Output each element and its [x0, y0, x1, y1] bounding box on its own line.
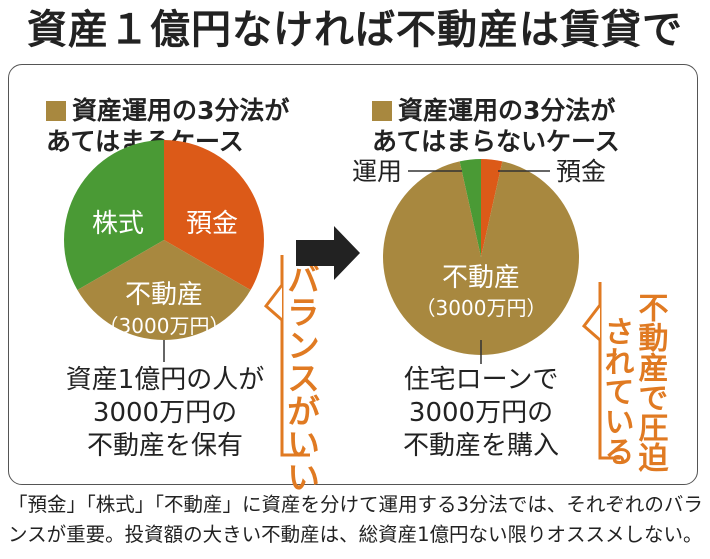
right-pie-label-realestate-sub: （3000万円） — [416, 296, 547, 320]
left-caption-line-2: 3000万円の — [92, 398, 238, 428]
right-caption-line-2: 3000万円の — [408, 398, 554, 428]
right-pie-label-deposit: 預金 — [556, 157, 606, 186]
right-pie-label-realestate: 不動産 — [442, 263, 520, 293]
right-legend-line-1: 資産運用の3分法が — [398, 96, 616, 125]
legend-swatch-icon — [46, 101, 66, 121]
left-pie: 株式 預金 不動産 （3000万円） — [64, 140, 264, 362]
right-pie-slice-investment — [459, 159, 481, 257]
left-pie-slice-deposit — [164, 140, 264, 290]
left-legend-line-1: 資産運用の3分法が — [72, 96, 290, 125]
right-pie: 不動産 （3000万円） 運用 預金 — [352, 157, 606, 364]
left-caption: 資産1億円の人が 3000万円の 不動産を保有 — [60, 364, 270, 463]
left-pie-label-realestate-sub: （3000万円） — [99, 314, 230, 338]
right-callout-pointer — [581, 304, 602, 342]
left-callout-pointer — [263, 284, 284, 322]
footnote-line-1: 「預金」「株式」「不動産」に資産を分けて運用する3分法では、それぞれのバラ — [8, 493, 703, 516]
page-title: 資産１億円なければ不動産は賃貸で — [27, 7, 683, 53]
right-callout-text-line-1: 不動産で圧迫 — [633, 292, 669, 473]
right-callout-bracket — [598, 282, 620, 460]
right-pie-label-investment: 運用 — [352, 157, 402, 186]
right-legend: 資産運用の3分法が あてはまらないケース — [372, 95, 620, 157]
right-caption-line-1: 住宅ローンで — [403, 365, 559, 395]
left-pie-label-realestate: 不動産 — [125, 280, 203, 310]
right-callout-text-line-2: されている — [599, 316, 634, 466]
footnote-line-2: ンスが重要。投資額の大きい不動産は、総資産1億円ない限りオススメしない。 — [8, 523, 703, 546]
left-caption-line-1: 資産1億円の人が — [65, 365, 265, 395]
left-pie-slice-realestate — [77, 240, 251, 340]
right-legend-line-2: あてはまらないケース — [372, 127, 620, 156]
left-pie-label-deposit: 預金 — [186, 209, 238, 239]
footnote: 「預金」「株式」「不動産」に資産を分けて運用する3分法では、それぞれのバラ ンス… — [8, 490, 708, 550]
diagram-panel — [8, 64, 698, 485]
left-pie-label-stock: 株式 — [92, 209, 144, 239]
right-pie-slice-realestate — [383, 161, 579, 355]
left-callout-text: バランスがいい — [282, 262, 321, 493]
left-legend: 資産運用の3分法が あてはまるケース — [46, 95, 289, 157]
legend-swatch-icon — [372, 101, 392, 121]
left-pie-slice-stock — [64, 140, 164, 290]
left-callout-bracket — [280, 255, 310, 457]
transition-arrow-icon — [296, 226, 360, 280]
right-pie-slice-deposit — [481, 159, 503, 257]
right-caption: 住宅ローンで 3000万円の 不動産を購入 — [376, 364, 586, 463]
left-caption-line-3: 不動産を保有 — [86, 431, 243, 461]
right-caption-line-3: 不動産を購入 — [402, 431, 559, 461]
